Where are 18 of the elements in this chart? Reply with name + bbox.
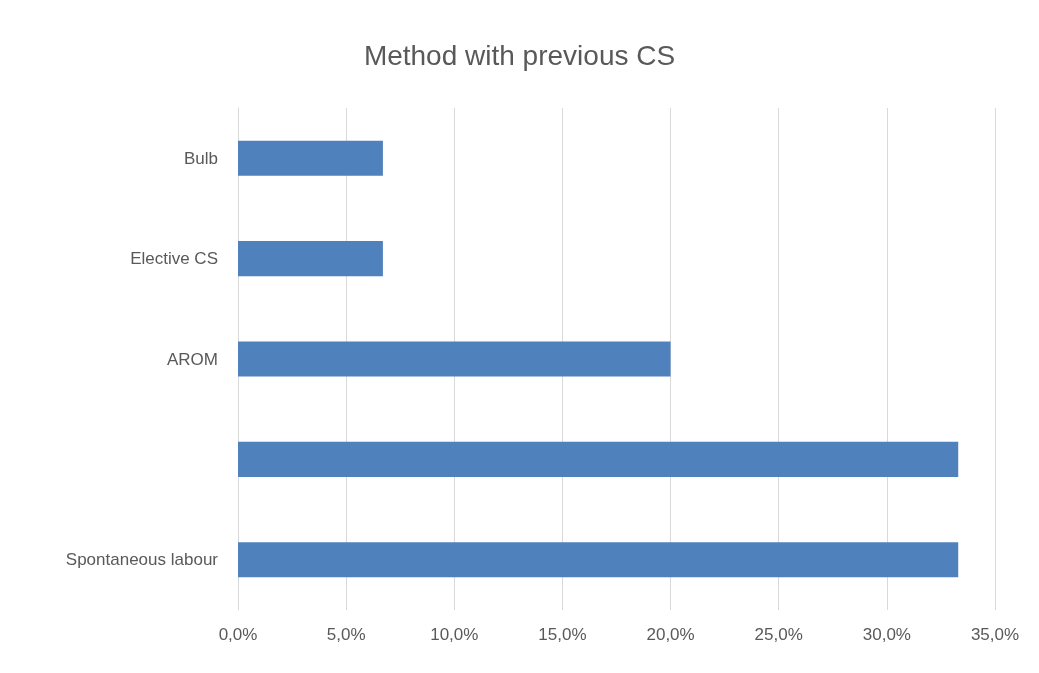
bar: [238, 241, 383, 277]
x-tick-label: 0,0%: [218, 625, 258, 644]
x-tick-label: 5,0%: [326, 625, 366, 644]
x-tick-label: 15,0%: [538, 625, 587, 644]
x-tick-label: 25,0%: [754, 625, 803, 644]
y-tick-label: Bulb: [183, 148, 218, 168]
y-tick-label: Spontaneous labour: [65, 550, 219, 570]
x-tick-label: 20,0%: [646, 625, 695, 644]
bar: [238, 441, 959, 477]
y-tick-label: AROM: [167, 349, 218, 369]
chart-title: Method with previous CS: [363, 39, 676, 71]
y-tick-label: Elective CS: [130, 249, 218, 269]
bar: [238, 542, 959, 578]
x-tick-label: 10,0%: [430, 625, 479, 644]
bar: [238, 341, 671, 377]
x-tick-label: 30,0%: [862, 625, 911, 644]
x-tick-label: 35,0%: [970, 625, 1020, 644]
bar: [238, 140, 383, 176]
